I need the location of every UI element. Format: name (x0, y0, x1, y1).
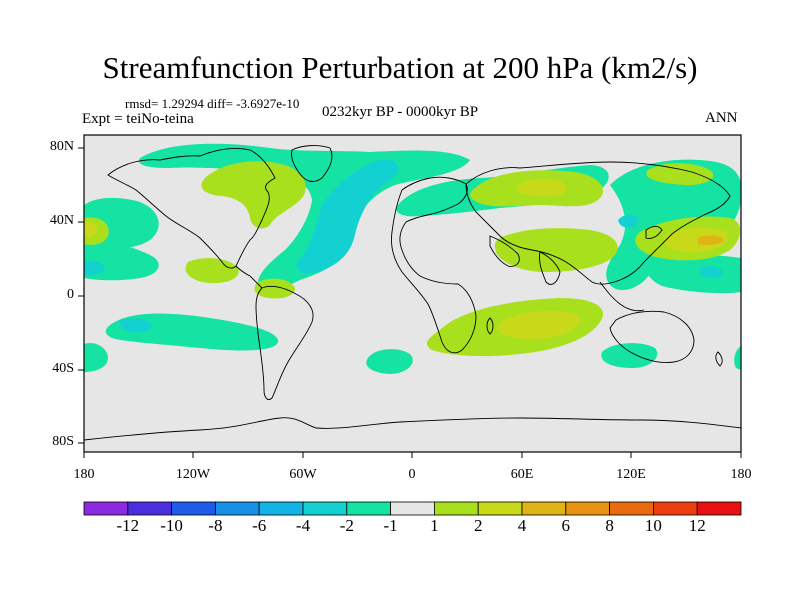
lon-label-60w: 60W (289, 467, 317, 482)
colorbar (83, 501, 742, 516)
colorbar-label: 8 (605, 516, 614, 535)
colorbar-label: 2 (473, 516, 483, 535)
contour-neg-indian-south (601, 343, 658, 368)
colorbar-label: 6 (561, 516, 571, 535)
colorbar-box (565, 501, 610, 516)
colorbar-box (521, 501, 567, 516)
lat-label-40n: 40N (49, 213, 74, 228)
plot-title: Streamfunction Perturbation at 200 hPa (… (102, 50, 698, 85)
contour-neg-core-3 (699, 266, 723, 278)
coast-europe-africa (391, 176, 477, 354)
axis-ticks (78, 147, 742, 458)
lat-label-0: 0 (67, 287, 74, 302)
contour-pos-arctic-asia (646, 163, 714, 186)
colorbar-label: -10 (160, 516, 183, 535)
coastlines (84, 145, 741, 441)
lat-label-40s: 40S (52, 361, 74, 376)
coast-asia (465, 161, 731, 285)
contour-neg-atlantic-core (296, 159, 399, 274)
contour-pos-n-pacific-core (84, 221, 98, 238)
lon-label-180e: 180 (730, 467, 752, 482)
positive-anomaly-regions (84, 161, 741, 357)
coast-north-america (107, 147, 276, 269)
lon-label-60e: 60E (510, 467, 534, 482)
lat-label-80s: 80S (52, 434, 74, 449)
colorbar-box (653, 501, 698, 516)
coast-japan (645, 225, 663, 239)
colorbar-label: -2 (339, 516, 354, 535)
contour-pos-e-pacific-trop (185, 258, 239, 284)
coast-australia (609, 310, 695, 363)
colorbar-box (214, 501, 260, 516)
contour-neg-south-atlantic (366, 349, 413, 374)
coast-greenland (291, 145, 333, 182)
experiment-label: Expt = teiNo-teina (82, 111, 194, 127)
contour-pos-n-america (201, 161, 306, 229)
colorbar-label: 10 (644, 516, 662, 535)
colorbar-box (696, 501, 742, 516)
colorbar-label: -4 (295, 516, 311, 535)
time-period-label: 0232kyr BP - 0000kyr BP (322, 104, 479, 120)
contour-neg-core-1 (119, 318, 153, 333)
colorbar-label: -1 (383, 516, 398, 535)
coast-antarctica (84, 417, 741, 441)
lon-label-120e: 120E (616, 467, 646, 482)
contour-neg-se-pacific (734, 346, 741, 370)
contour-neg-e-pacific-trop (645, 254, 741, 294)
colorbar-label: -12 (116, 516, 140, 535)
colorbar-label: -8 (208, 516, 223, 535)
contour-pos-n-pacific-east-core (664, 227, 728, 253)
lon-label-120w: 120W (175, 467, 211, 482)
colorbar-label: 4 (517, 516, 527, 535)
colorbar-box (171, 501, 216, 516)
coast-south-america (255, 285, 314, 401)
colorbar-label: 12 (688, 516, 706, 535)
colorbar-box (83, 501, 129, 516)
contour-pos-eurasia-core (516, 178, 567, 197)
lon-label-180w: 180 (73, 467, 95, 482)
colorbar-box (258, 501, 304, 516)
contour-pos-africa-south-core (497, 310, 580, 340)
lon-label-0: 0 (408, 467, 416, 482)
colorbar-label: 1 (430, 516, 439, 535)
colorbar-box (346, 501, 391, 516)
colorbar-box (390, 501, 435, 516)
contour-pos-south-asia (494, 228, 618, 272)
contour-neg-core-2 (84, 260, 105, 275)
colorbar-box (433, 501, 479, 516)
colorbar-label: -6 (252, 516, 267, 535)
colorbar-box (127, 501, 173, 516)
contour-pos-n-pacific-east-core2 (698, 235, 724, 245)
coast-new-zealand (715, 351, 723, 367)
colorbar-box (477, 501, 523, 516)
colorbar-box (609, 501, 654, 516)
rmsd-stats: rmsd= 1.29294 diff= -3.6927e-10 (125, 96, 300, 111)
coast-madagascar (486, 317, 494, 335)
contour-neg-core-4 (618, 214, 639, 228)
coast-india (539, 251, 561, 285)
coast-se-asia (599, 281, 645, 312)
colorbar-box (302, 501, 348, 516)
contour-pos-trop-atlantic (254, 278, 296, 299)
coast-central-america (235, 265, 263, 289)
contour-neg-sw-pacific (84, 342, 108, 372)
lat-label-80n: 80N (49, 139, 74, 154)
season-label: ANN (705, 110, 738, 126)
coast-arabia (489, 235, 520, 267)
